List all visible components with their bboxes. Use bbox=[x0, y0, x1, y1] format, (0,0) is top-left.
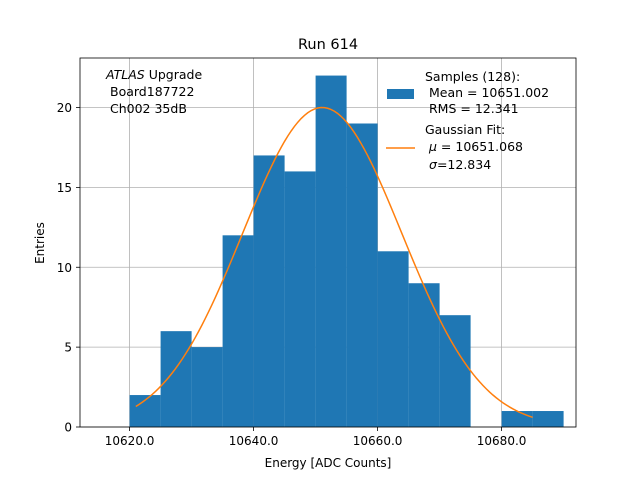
histogram-bar bbox=[191, 347, 223, 427]
x-tick-label: 10660.0 bbox=[353, 434, 403, 448]
y-tick-label: 15 bbox=[57, 181, 72, 195]
annotation-board: Board187722 bbox=[110, 84, 194, 99]
x-axis-ticks: 10620.0 10640.0 10660.0 10680.0 bbox=[105, 427, 527, 448]
y-axis-label: Entries bbox=[33, 222, 47, 264]
histogram-bars bbox=[129, 75, 564, 428]
chart-title: Run 614 bbox=[298, 37, 358, 53]
histogram-bar bbox=[377, 251, 409, 427]
legend-fit-sigma-value: =12.834 bbox=[437, 157, 491, 172]
y-tick-label: 5 bbox=[64, 341, 72, 355]
annotation-atlas: ATLAS bbox=[105, 67, 145, 82]
x-tick-label: 10640.0 bbox=[229, 434, 279, 448]
y-axis-ticks: 0 5 10 15 20 bbox=[57, 101, 80, 435]
atlas-annotation: ATLAS Upgrade Board187722 Ch002 35dB bbox=[105, 67, 202, 116]
legend-fit-sigma-symbol: σ bbox=[429, 157, 438, 172]
legend-fit-mu-symbol: μ bbox=[428, 139, 437, 154]
svg-text:μ = 10651.068: μ = 10651.068 bbox=[428, 139, 523, 154]
y-tick-label: 20 bbox=[57, 101, 72, 115]
x-tick-label: 10620.0 bbox=[105, 434, 155, 448]
x-axis-label: Energy [ADC Counts] bbox=[265, 456, 392, 470]
legend-fit-title: Gaussian Fit: bbox=[425, 122, 505, 137]
legend-samples-title: Samples (128): bbox=[425, 69, 520, 84]
svg-text:ATLAS Upgrade: ATLAS Upgrade bbox=[105, 67, 202, 82]
legend-samples-mean: Mean = 10651.002 bbox=[429, 85, 549, 100]
legend-samples-rms: RMS = 12.341 bbox=[429, 101, 519, 116]
y-tick-label: 10 bbox=[57, 261, 72, 275]
legend-fit-mu-value: = 10651.068 bbox=[437, 139, 523, 154]
annotation-channel: Ch002 35dB bbox=[110, 101, 187, 116]
histogram-bar bbox=[253, 155, 285, 427]
legend: Samples (128): Mean = 10651.002 RMS = 12… bbox=[386, 69, 549, 172]
annotation-upgrade: Upgrade bbox=[145, 67, 203, 82]
legend-samples-swatch bbox=[387, 89, 414, 99]
histogram-bar bbox=[315, 75, 347, 428]
histogram-bar bbox=[222, 235, 254, 427]
histogram-bar bbox=[346, 123, 378, 428]
y-tick-label: 0 bbox=[64, 421, 72, 435]
histogram-bar bbox=[284, 171, 316, 427]
histogram-bar bbox=[501, 411, 533, 427]
gaussian-fit-curve bbox=[135, 106, 533, 419]
plot-frame bbox=[79, 57, 577, 428]
histogram-bar bbox=[408, 283, 440, 427]
svg-text:σ=12.834: σ=12.834 bbox=[429, 157, 491, 172]
x-tick-label: 10680.0 bbox=[477, 434, 527, 448]
histogram-bar bbox=[160, 331, 192, 427]
histogram-bar bbox=[439, 315, 471, 427]
histogram-bar bbox=[532, 411, 564, 427]
